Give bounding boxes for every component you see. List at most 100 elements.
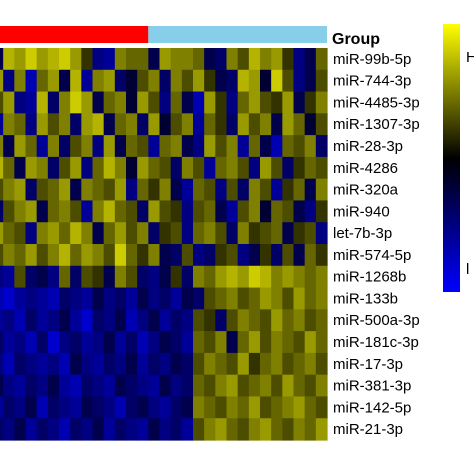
heatmap-cell [260, 69, 272, 93]
heatmap-cell [126, 396, 138, 419]
heatmap-cell [137, 69, 149, 93]
heatmap-cell [293, 287, 306, 310]
heatmap-cell [260, 374, 272, 398]
heatmap-cell [260, 352, 272, 376]
heatmap-cell [226, 135, 239, 158]
heatmap-cell [170, 396, 183, 419]
heatmap-cell [92, 178, 105, 202]
heatmap-cell [103, 265, 116, 289]
heatmap-cell [204, 69, 216, 93]
heatmap-cell [70, 69, 82, 93]
heatmap-cell [315, 91, 328, 114]
heatmap-cell [36, 352, 49, 376]
row-label: miR-99b-5p [333, 51, 411, 68]
heatmap-cell [148, 396, 161, 419]
heatmap-cell [137, 135, 149, 158]
heatmap-cell [36, 113, 49, 136]
heatmap-cell [59, 287, 71, 310]
heatmap-cell [315, 222, 328, 245]
heatmap-cell [181, 113, 194, 136]
heatmap-cell [226, 287, 239, 310]
heatmap-cell [193, 331, 205, 354]
heatmap-cell [114, 396, 127, 419]
heatmap-cell [103, 156, 116, 180]
heatmap-cell [293, 396, 306, 419]
heatmap-cell [70, 156, 82, 180]
heatmap-cell [304, 69, 317, 93]
heatmap-cell [159, 222, 172, 245]
heatmap-cell [92, 244, 105, 267]
heatmap-cell [126, 222, 138, 245]
heatmap-cell [226, 48, 239, 71]
heatmap-cell [181, 374, 194, 398]
heatmap-cell [70, 178, 82, 202]
heatmap-cell [248, 200, 261, 223]
heatmap-cell [81, 200, 94, 223]
heatmap-cell [47, 69, 60, 93]
heatmap-cell [36, 178, 49, 202]
heatmap-cell [159, 200, 172, 223]
heatmap-cell [271, 352, 283, 376]
heatmap-cell [126, 309, 138, 332]
heatmap-cell [81, 265, 94, 289]
heatmap-cell [260, 135, 272, 158]
heatmap-cell [103, 244, 116, 267]
heatmap-cell [114, 156, 127, 180]
heatmap-cell [148, 418, 161, 441]
heatmap-cell [70, 200, 82, 223]
heatmap-cell [25, 156, 38, 180]
heatmap-cell [226, 200, 239, 223]
row-label: miR-133b [333, 290, 398, 307]
heatmap-cell [3, 331, 15, 354]
heatmap-cell [126, 374, 138, 398]
heatmap-cell [47, 352, 60, 376]
heatmap-cell [271, 309, 283, 332]
heatmap-cell [36, 309, 49, 332]
heatmap-cell [137, 418, 149, 441]
heatmap-cell [248, 91, 261, 114]
heatmap-cell [36, 244, 49, 267]
heatmap-cell [0, 418, 4, 441]
heatmap-cell [103, 48, 116, 71]
heatmap-cell [47, 287, 60, 310]
heatmap-cell [114, 244, 127, 267]
heatmap-cell [248, 374, 261, 398]
heatmap-cell [204, 265, 216, 289]
heatmap-cell [226, 309, 239, 332]
heatmap-cell [271, 69, 283, 93]
heatmap-cell [0, 91, 4, 114]
heatmap-cell [193, 352, 205, 376]
heatmap-cell [92, 396, 105, 419]
heatmap-cell [47, 48, 60, 71]
heatmap-cell [47, 135, 60, 158]
heatmap-cell [304, 200, 317, 223]
heatmap-cell [103, 69, 116, 93]
heatmap-cell [3, 309, 15, 332]
heatmap-cell [293, 352, 306, 376]
heatmap-cell [14, 69, 27, 93]
heatmap-cell [304, 309, 317, 332]
heatmap-cell [70, 91, 82, 114]
heatmap-cell [226, 374, 239, 398]
heatmap-cell [148, 135, 161, 158]
heatmap-cell [215, 200, 228, 223]
heatmap-cell [248, 331, 261, 354]
heatmap-cell [315, 48, 328, 71]
heatmap-cell [25, 48, 38, 71]
row-label: miR-181c-3p [333, 334, 419, 351]
heatmap-cell [59, 331, 71, 354]
heatmap-cell [25, 396, 38, 419]
heatmap-cell [92, 113, 105, 136]
heatmap-cell [260, 113, 272, 136]
heatmap-cell [0, 48, 4, 71]
heatmap-cell [92, 331, 105, 354]
heatmap-cell [25, 113, 38, 136]
heatmap-cell [114, 113, 127, 136]
heatmap-cell [59, 374, 71, 398]
row-label: miR-17-3p [333, 356, 403, 373]
heatmap-cell [170, 222, 183, 245]
heatmap-cell [47, 331, 60, 354]
heatmap-cell [70, 331, 82, 354]
